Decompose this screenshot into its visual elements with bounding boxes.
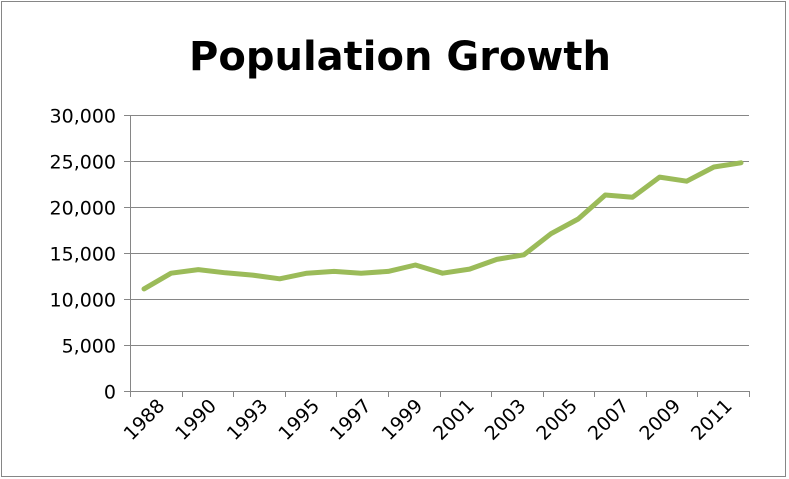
y-tick-label: 30,000 — [50, 106, 116, 128]
y-axis-tick-labels: 0 5,000 10,000 15,000 20,000 25,000 30,000 — [50, 106, 116, 404]
x-tick-label: 2009 — [635, 395, 685, 445]
y-tick-label: 10,000 — [50, 290, 116, 312]
x-axis-tick-labels: 1988 1990 1993 1995 1997 1999 2001 2003 2005 2007… — [120, 395, 737, 445]
x-tick-label: 1988 — [120, 395, 170, 445]
x-tick-label: 2011 — [687, 395, 737, 445]
x-tick-label: 2007 — [584, 395, 634, 445]
gridlines — [130, 115, 749, 346]
y-tick-label: 5,000 — [62, 336, 116, 358]
x-tick-label: 1993 — [223, 395, 273, 445]
x-tick-label: 1990 — [171, 395, 221, 445]
x-tick-label: 2003 — [481, 395, 531, 445]
y-tick-label: 20,000 — [50, 198, 116, 220]
x-tick-label: 1997 — [326, 395, 376, 445]
y-tick-label: 0 — [104, 382, 116, 404]
x-tick-label: 1999 — [377, 395, 427, 445]
y-tick-label: 15,000 — [50, 244, 116, 266]
x-tick-label: 1995 — [274, 395, 324, 445]
series-line — [141, 160, 744, 292]
axes — [124, 115, 750, 397]
series-layer — [141, 160, 744, 292]
y-tick-label: 25,000 — [50, 152, 116, 174]
x-tick-label: 2005 — [532, 395, 582, 445]
x-tick-label: 2001 — [429, 395, 479, 445]
chart-title: Population Growth — [189, 34, 611, 80]
